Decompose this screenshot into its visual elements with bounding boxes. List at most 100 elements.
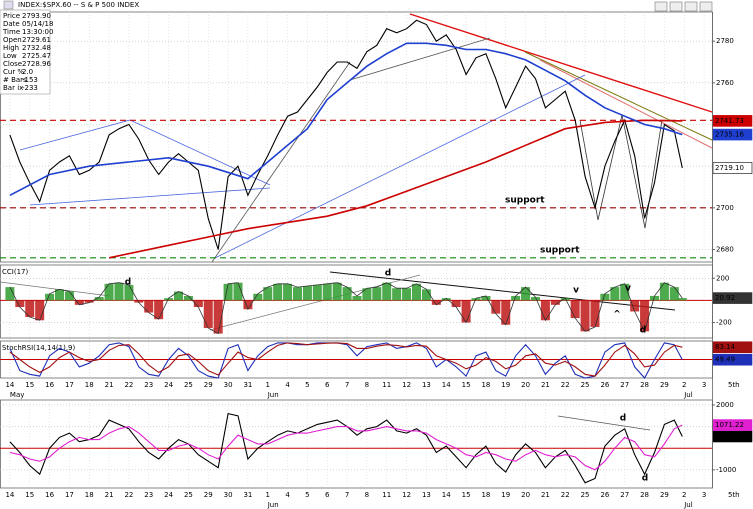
x-tick-label: 16 (45, 491, 54, 499)
value-box (712, 353, 753, 366)
trendline (409, 13, 713, 113)
x-tick-label: 31 (243, 491, 252, 499)
bar (15, 300, 25, 308)
bar (25, 300, 35, 317)
y-tick-label: 200 (716, 274, 729, 282)
x-tick-label: 21 (541, 491, 550, 499)
bar (54, 289, 64, 301)
x-tick-label: 14 (442, 381, 451, 389)
bar (669, 287, 679, 301)
x-tick-label: 19 (501, 381, 510, 389)
trendline (579, 119, 599, 221)
x-tick-label: 3 (702, 381, 706, 389)
annotation: v (573, 286, 579, 296)
button[interactable] (699, 1, 713, 12)
bar (451, 300, 461, 308)
x-tick-label: 2 (682, 491, 686, 499)
y-tick-label: 2680 (716, 246, 734, 254)
x-tick-label: 14 (5, 491, 14, 499)
y-tick-label: 2700 (716, 204, 734, 212)
bar (471, 298, 481, 301)
bar (164, 298, 174, 301)
bar (411, 283, 421, 301)
info-label: # Bars (3, 76, 27, 84)
x-tick-label: 21 (541, 381, 550, 389)
reference-label: support (540, 245, 580, 255)
annotation: v (625, 284, 631, 294)
bar (283, 283, 293, 301)
last-value-label: 83.14 (715, 343, 736, 351)
last-value-label: 49.49 (715, 356, 735, 364)
series-line (9, 424, 683, 471)
bar (677, 298, 687, 301)
info-label: Cur % (3, 68, 24, 76)
button[interactable] (654, 1, 668, 12)
x-tick-label: 15 (462, 491, 471, 499)
info-label: Low (3, 52, 17, 60)
info-label: Open (3, 36, 22, 44)
info-label: Close (3, 60, 22, 68)
x-tick-label: 18 (85, 381, 94, 389)
series-line (9, 342, 683, 377)
info-value: 05/14/18 (22, 20, 53, 28)
x-tick-label: 23 (144, 491, 153, 499)
x-tick-label: 25 (184, 381, 193, 389)
bar (203, 300, 213, 329)
button[interactable] (669, 1, 683, 12)
bar (362, 288, 372, 301)
x-tick-label: 25 (581, 381, 590, 389)
bar (392, 288, 402, 301)
bar (511, 295, 521, 301)
last-value-label: 2735.16 (715, 131, 744, 139)
info-label: Bar ix (3, 84, 23, 92)
bar (173, 291, 183, 301)
x-tick-label: 17 (65, 381, 74, 389)
info-value: 13:30:00 (22, 28, 53, 36)
bar (94, 297, 104, 301)
chart-title: INDEX:$SPX.60 -- S & P 500 INDEX (18, 1, 139, 9)
bar (521, 287, 531, 301)
bar (5, 287, 15, 301)
bar (382, 282, 392, 301)
x-tick-label: 18 (85, 491, 94, 499)
info-label: Price (3, 12, 20, 20)
bar (560, 298, 570, 301)
x-tick-label: 5th (728, 491, 740, 499)
trendline (557, 415, 651, 431)
window-buttons (654, 1, 713, 12)
x-tick-label: 22 (124, 381, 133, 389)
x-tick-label: 22 (561, 491, 570, 499)
panel-title: StochRSI(14,14(1),9) (2, 344, 75, 352)
bar (402, 288, 412, 301)
info-label: Date (3, 20, 20, 28)
bar (64, 291, 74, 301)
bar (193, 300, 203, 308)
x-tick-label: 30 (224, 381, 233, 389)
trendline (0, 281, 111, 297)
trendline (29, 187, 271, 206)
bar (550, 300, 560, 305)
x-tick-label: 1 (266, 491, 270, 499)
bar (183, 295, 193, 301)
button[interactable] (684, 1, 698, 12)
x-tick-label: 20 (521, 381, 530, 389)
value-box (712, 430, 753, 443)
bar (501, 300, 511, 325)
month-label: May (10, 391, 24, 399)
annotation: d (640, 326, 646, 336)
x-tick-label: 22 (124, 491, 133, 499)
x-tick-label: 19 (501, 491, 510, 499)
series-line (9, 42, 683, 197)
bar (243, 300, 253, 310)
y-tick-label: 2760 (716, 79, 734, 87)
value-box (712, 292, 753, 304)
x-tick-label: 22 (561, 381, 570, 389)
annotation: d (642, 474, 648, 484)
bar (332, 282, 342, 301)
menu-icon[interactable] (3, 0, 14, 10)
value-box (712, 341, 753, 354)
x-tick-label: 11 (382, 491, 391, 499)
x-tick-label: 7 (345, 381, 349, 389)
x-tick-label: 23 (144, 381, 153, 389)
